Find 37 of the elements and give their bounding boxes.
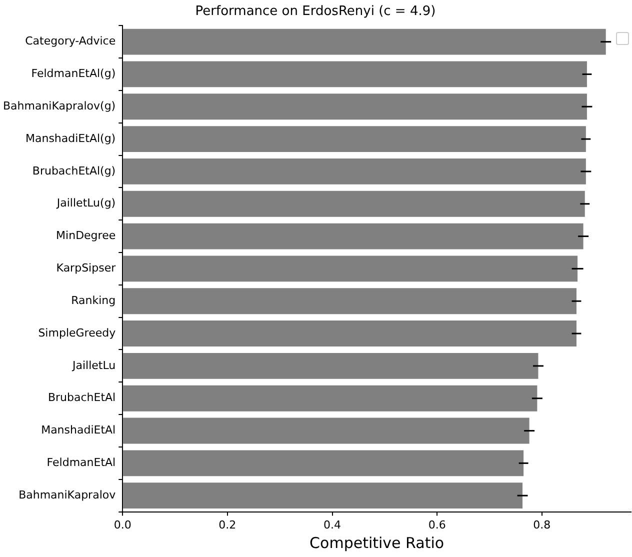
chart-title: Performance on ErdosRenyi (c = 4.9) — [195, 4, 436, 20]
bar — [123, 482, 523, 509]
x-axis-title: Competitive Ratio — [310, 534, 444, 552]
y-tick-label: JailletLu(g) — [56, 196, 116, 210]
y-tick-label: BahmaniKapralov(g) — [2, 99, 116, 112]
y-tick-label: Category-Advice — [25, 34, 116, 48]
x-tick-label: 0.0 — [114, 518, 132, 532]
bar — [123, 61, 587, 88]
bar — [123, 256, 578, 282]
y-tick-label: BrubachEtAl — [48, 391, 116, 404]
bar — [123, 320, 576, 346]
y-tick-label: SimpleGreedy — [38, 326, 116, 340]
bar — [123, 352, 538, 379]
bar — [123, 28, 606, 55]
bar — [123, 288, 576, 314]
y-tick-label: Ranking — [71, 294, 116, 307]
y-tick-label: KarpSipser — [56, 262, 116, 275]
y-tick-label: JailletLu — [71, 358, 116, 372]
x-tick-label: 0.8 — [533, 518, 551, 532]
bar — [123, 94, 587, 120]
bar — [123, 385, 538, 412]
x-tick-label: 0.4 — [324, 518, 342, 532]
x-tick-label: 0.2 — [218, 518, 236, 532]
bar — [123, 190, 585, 217]
y-tick-label: BrubachEtAl(g) — [32, 164, 116, 178]
bar — [123, 126, 586, 152]
bar — [123, 223, 584, 250]
y-tick-label: ManshadiEtAl — [41, 424, 116, 437]
x-tick-label: 0.6 — [428, 518, 446, 532]
y-tick-label: FeldmanEtAl(g) — [31, 67, 116, 80]
bar — [123, 158, 586, 184]
y-tick-label: FeldmanEtAl — [46, 456, 116, 470]
y-tick-label: MinDegree — [56, 229, 116, 242]
bar — [123, 450, 524, 476]
bar — [123, 418, 530, 444]
y-tick-label: ManshadiEtAl(g) — [26, 132, 116, 145]
y-tick-label: BahmaniKapralov — [18, 488, 116, 502]
